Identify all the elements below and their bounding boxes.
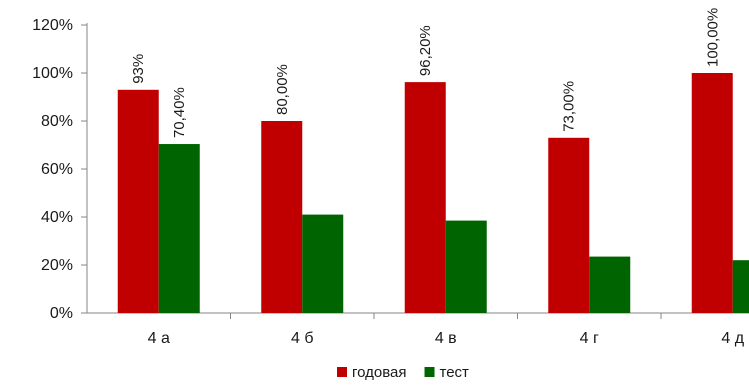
y-tick-label: 120% — [32, 17, 73, 34]
bar-test — [732, 260, 749, 313]
y-tick-label: 20% — [41, 257, 73, 274]
bar-test — [445, 220, 487, 313]
x-tick-label: 4 в — [435, 330, 457, 347]
bar-godovaya — [117, 89, 159, 313]
legend-label: годовая — [352, 364, 407, 381]
data-label: 100,00% — [704, 8, 721, 67]
x-tick-label: 4 д — [721, 330, 744, 347]
bar-test — [158, 144, 200, 313]
bar-test — [589, 256, 631, 313]
data-labels: 93% 80,00% 96,20% 73,00% 100,00% 70,40% — [130, 8, 721, 138]
y-tick-label: 0% — [50, 305, 73, 322]
legend-label: тест — [440, 364, 470, 381]
data-label: 80,00% — [274, 64, 291, 115]
y-tick-label: 100% — [32, 65, 73, 82]
data-label: 96,20% — [417, 25, 434, 76]
y-axis: 0% 20% 40% 60% 80% 100% 120% — [32, 17, 88, 322]
data-label: 93% — [130, 54, 147, 84]
legend-swatch — [424, 367, 435, 377]
y-tick-label: 60% — [41, 161, 73, 178]
bar-godovaya — [548, 137, 590, 313]
x-tick-label: 4 г — [580, 330, 599, 347]
y-tick-label: 80% — [41, 113, 73, 130]
bar-test — [302, 214, 344, 313]
x-axis: 4 а 4 б 4 в 4 г 4 д — [87, 312, 749, 347]
bar-godovaya — [404, 82, 446, 314]
x-tick-label: 4 а — [148, 330, 170, 347]
legend: годовая тест — [337, 364, 469, 381]
legend-swatch — [337, 367, 347, 377]
data-label: 70,40% — [171, 87, 188, 138]
bar-godovaya — [261, 121, 303, 313]
bar-godovaya — [691, 73, 733, 313]
y-tick-label: 40% — [41, 209, 73, 226]
bars — [117, 73, 749, 314]
data-label: 73,00% — [561, 81, 578, 132]
x-tick-label: 4 б — [291, 330, 314, 347]
